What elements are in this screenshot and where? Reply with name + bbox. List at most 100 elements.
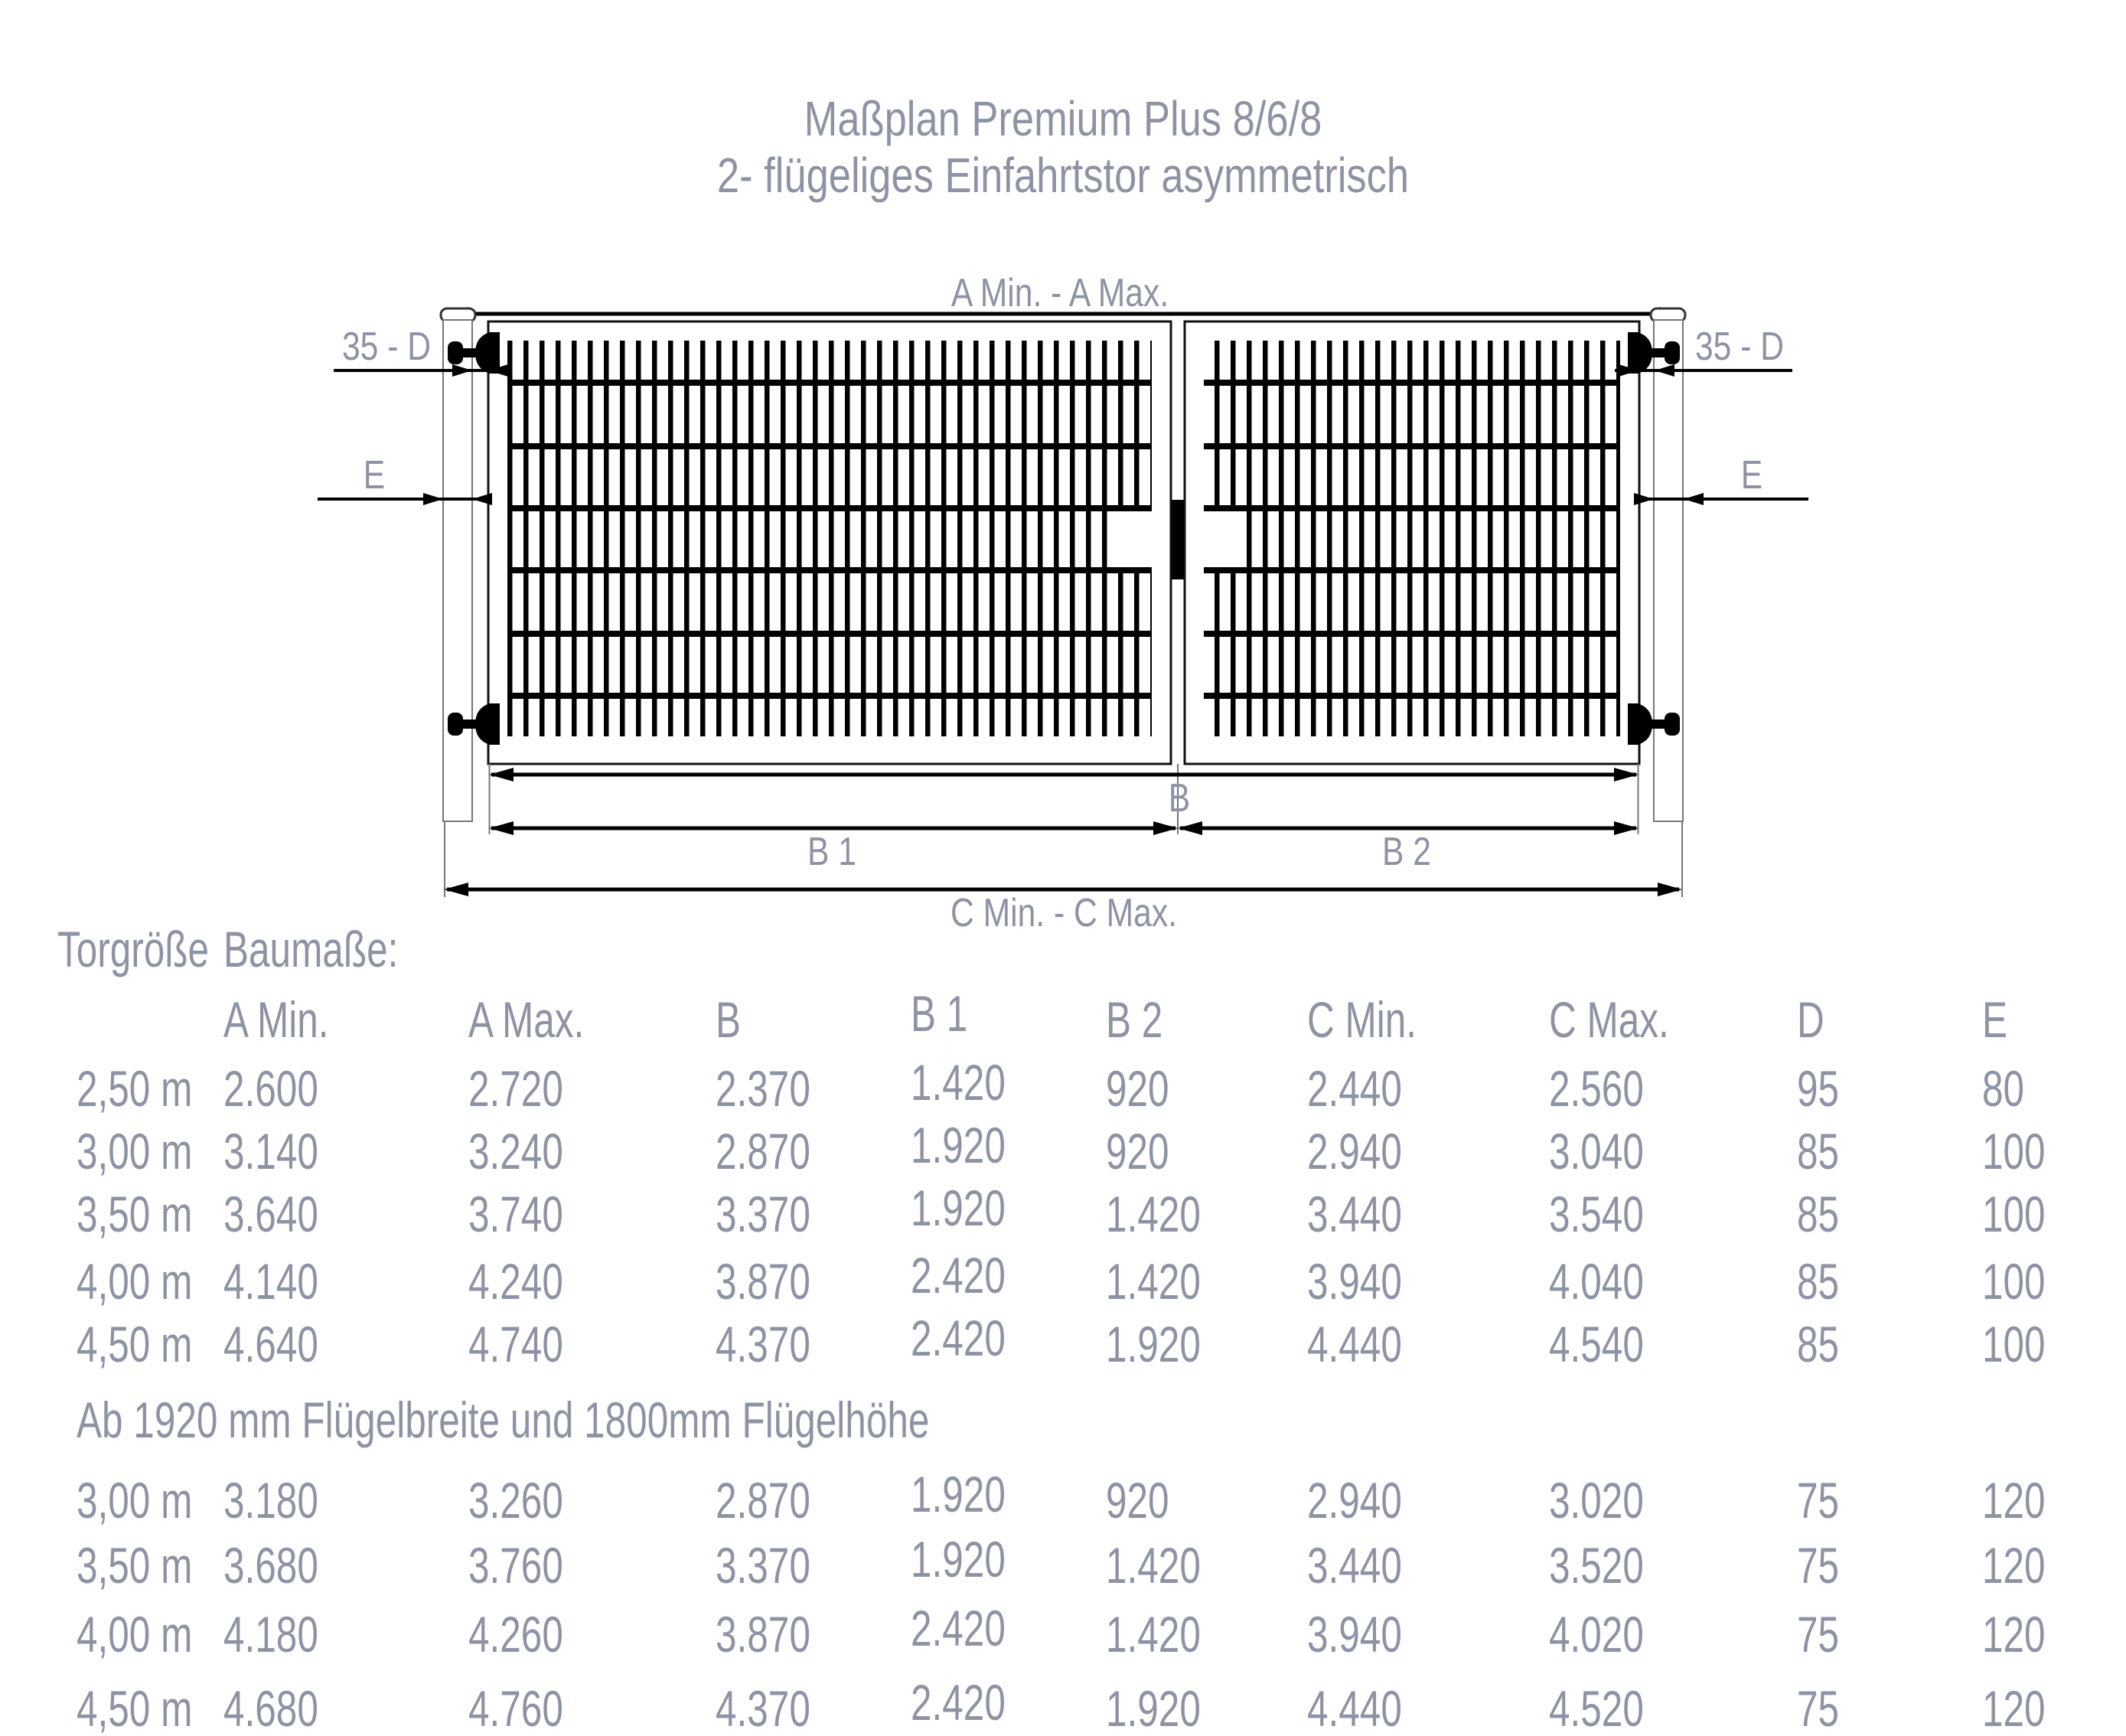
dim-arrow-c <box>444 883 1682 896</box>
col-header-a-max: A Max. <box>468 991 585 1048</box>
table-cell: 4.680 <box>223 1680 318 1736</box>
dim-arrow-b <box>489 768 1639 782</box>
table-cell: 4.740 <box>468 1316 563 1372</box>
table-cell: 3.020 <box>1549 1472 1644 1529</box>
table-cell: 3.940 <box>1307 1606 1402 1663</box>
table-cell: 4.440 <box>1307 1316 1402 1372</box>
table-cell: 85 <box>1797 1123 1840 1180</box>
dim-label-b1: B 1 <box>807 830 856 874</box>
col-header-b2: B 2 <box>1106 991 1163 1048</box>
table-cell: 120 <box>1982 1680 2046 1736</box>
table-cell: 2,50 m <box>77 1060 193 1117</box>
table-cell: 920 <box>1106 1472 1169 1529</box>
col-header-a-min: A Min. <box>223 991 329 1048</box>
dim-arrow-b1 <box>489 821 1178 835</box>
table-cell: 75 <box>1797 1537 1840 1594</box>
table-cell: 3.180 <box>223 1472 318 1529</box>
dim-arrow-e-left <box>318 493 492 505</box>
table-cell: 2.560 <box>1549 1060 1644 1117</box>
table-row: 3,50 m 3.640 3.740 3.370 1.920 1.420 3.4… <box>0 1181 2126 1242</box>
table-cell: 2.440 <box>1307 1060 1402 1117</box>
table-cell: 85 <box>1797 1253 1840 1310</box>
table-cell: 2.420 <box>911 1600 1006 1656</box>
table-cell: 3.370 <box>716 1537 810 1594</box>
table-cell: 120 <box>1982 1606 2046 1663</box>
table-cell: 3.870 <box>716 1253 810 1310</box>
col-header-b1: B 1 <box>911 985 968 1042</box>
table-cell: 4,50 m <box>77 1316 193 1372</box>
col-header-b: B <box>716 991 742 1048</box>
bars-right-wing <box>1204 341 1620 736</box>
table-cell: 4.520 <box>1549 1680 1644 1736</box>
table-cell: 3.140 <box>223 1123 318 1180</box>
dim-label-e-left: E <box>364 453 385 498</box>
table-cell: 1.920 <box>1106 1316 1201 1372</box>
table-cell: 4.180 <box>223 1606 318 1663</box>
table-cell: 4.140 <box>223 1253 318 1310</box>
col-header-c-max: C Max. <box>1549 991 1669 1048</box>
table-cell: 2.940 <box>1307 1472 1402 1529</box>
table-cell: 1.420 <box>911 1054 1006 1111</box>
table-cell: 2.420 <box>911 1674 1006 1731</box>
table-cell: 100 <box>1982 1316 2046 1372</box>
table-row: 4,00 m 4.180 4.260 3.870 2.420 1.420 3.9… <box>0 1601 2126 1663</box>
dim-arrow-d-right <box>1615 364 1792 377</box>
table-cell: 3.370 <box>716 1186 810 1242</box>
dim-label-b: B <box>1169 776 1190 821</box>
rails-left-wing <box>507 380 1152 699</box>
col-header-d: D <box>1797 991 1824 1048</box>
extension-lines <box>444 764 1683 897</box>
hinge-left-bottom-icon <box>448 703 500 745</box>
dim-label-d-left: 35 - D <box>342 325 431 369</box>
table-cell: 4.370 <box>716 1680 810 1736</box>
table-cell: 3.240 <box>468 1123 563 1180</box>
dim-arrow-d-left <box>334 364 511 377</box>
table-cell: 4.540 <box>1549 1316 1644 1372</box>
table-cell: 100 <box>1982 1253 2046 1310</box>
table-section-header: Torgröße Baumaße: <box>0 922 2126 976</box>
table-column-headers: A Min. A Max. B B 1 B 2 C Min. C Max. D … <box>0 987 2126 1048</box>
title-line-2: 2- flügeliges Einfahrtstor asymmetrisch <box>716 148 1410 203</box>
table-cell: 2.600 <box>223 1060 318 1117</box>
table-row: 3,00 m 3.140 3.240 2.870 1.920 920 2.940… <box>0 1118 2126 1180</box>
table-cell: 3,50 m <box>77 1537 193 1594</box>
table-cell: 85 <box>1797 1316 1840 1372</box>
table-cell: 1.420 <box>1106 1537 1201 1594</box>
lock-gap-right <box>1204 511 1241 567</box>
table-title: Torgröße <box>57 921 210 977</box>
post-right <box>1649 307 1687 822</box>
table-cell: 1.420 <box>1106 1186 1201 1242</box>
page-title: Maßplan Premium Plus 8/6/8 2- flügeliges… <box>0 90 2126 204</box>
table-cell: 3.760 <box>468 1537 563 1594</box>
table-row: 4,50 m 4.680 4.760 4.370 2.420 1.920 4.4… <box>0 1676 2126 1736</box>
table-cell: 4.260 <box>468 1606 563 1663</box>
table-cell: 3.520 <box>1549 1537 1644 1594</box>
table-cell: 3.640 <box>223 1186 318 1242</box>
table-row: 3,50 m 3.680 3.760 3.370 1.920 1.420 3.4… <box>0 1532 2126 1594</box>
table-cell: 4.040 <box>1549 1253 1644 1310</box>
post-left <box>439 307 477 822</box>
table-cell: 3.740 <box>468 1186 563 1242</box>
table-note-row: Ab 1920 mm Flügelbreite und 1800mm Flüge… <box>0 1393 2126 1447</box>
table-row: 2,50 m 2.600 2.720 2.370 1.420 920 2.440… <box>0 1056 2126 1117</box>
table-cell: 3.440 <box>1307 1186 1402 1242</box>
table-note: Ab 1920 mm Flügelbreite und 1800mm Flüge… <box>77 1392 930 1448</box>
table-cell: 120 <box>1982 1472 2046 1529</box>
col-header-e: E <box>1982 991 2008 1048</box>
table-row: 4,50 m 4.640 4.740 4.370 2.420 1.920 4.4… <box>0 1311 2126 1372</box>
table-cell: 4.640 <box>223 1316 318 1372</box>
gate-diagram: A Min. - A Max. <box>318 271 1808 935</box>
table-cell: 2.420 <box>911 1310 1006 1366</box>
table-row: 4,00 m 4.140 4.240 3.870 2.420 1.420 3.9… <box>0 1248 2126 1310</box>
dim-label-a: A Min. - A Max. <box>951 271 1169 315</box>
table-cell: 2.940 <box>1307 1123 1402 1180</box>
table-cell: 1.920 <box>1106 1680 1201 1736</box>
dim-arrow-b2 <box>1178 821 1639 835</box>
table-cell: 4,50 m <box>77 1680 193 1736</box>
table-cell: 1.920 <box>911 1466 1006 1522</box>
table-cell: 3.940 <box>1307 1253 1402 1310</box>
table-cell: 75 <box>1797 1680 1840 1736</box>
dim-label-c: C Min. - C Max. <box>951 891 1177 935</box>
table-cell: 95 <box>1797 1060 1840 1117</box>
table-cell: 4.760 <box>468 1680 563 1736</box>
